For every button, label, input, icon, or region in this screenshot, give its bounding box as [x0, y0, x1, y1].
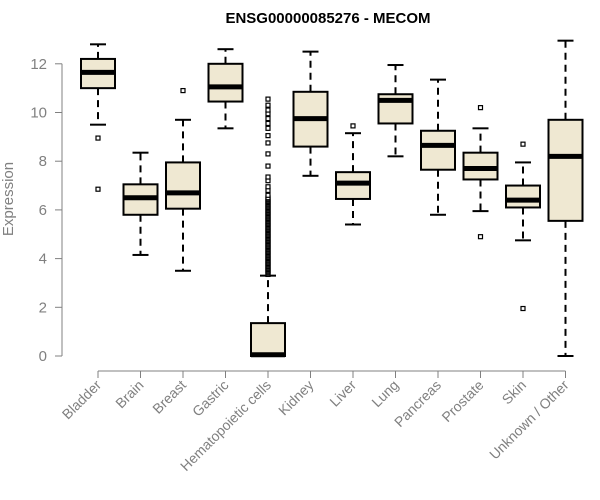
outlier-point: [265, 115, 271, 122]
iqr-box: [420, 129, 456, 171]
outlier-point: [520, 141, 526, 147]
box-gastric: [207, 48, 244, 130]
outlier-point: [265, 163, 271, 169]
box-brain: [122, 151, 159, 256]
x-tick-label: Pancreas: [391, 377, 444, 430]
x-tick-label: Skin: [499, 377, 530, 408]
y-tick-label: 4: [39, 251, 47, 268]
x-tick-label: Prostate: [438, 377, 486, 425]
x-tick-label: Lung: [368, 377, 401, 410]
box-breast: [165, 87, 201, 272]
outlier-point: [265, 120, 271, 127]
box-hematopoietic-cells: [250, 96, 286, 358]
boxes-layer: [80, 39, 584, 358]
outlier-point: [265, 140, 271, 146]
y-axis-title: Expression: [0, 162, 17, 236]
box-skin: [505, 141, 541, 312]
y-tick-label: 12: [30, 56, 47, 73]
y-tick-label: 2: [39, 299, 47, 316]
box-liver: [335, 123, 371, 226]
x-tick-label: Bladder: [59, 377, 105, 423]
box-unknown-other: [547, 39, 584, 357]
y-tick-label: 0: [39, 348, 47, 365]
outlier-point: [477, 105, 484, 111]
iqr-box: [165, 161, 201, 210]
outlier-point: [265, 133, 271, 139]
x-tick-label: Brain: [112, 377, 146, 411]
box-kidney: [292, 50, 329, 177]
outlier-point: [180, 87, 186, 94]
outlier-point: [520, 305, 526, 312]
box-pancreas: [420, 78, 456, 216]
chart-title: ENSG00000085276 - MECOM: [225, 10, 430, 27]
box-lung: [377, 64, 414, 158]
outlier-point: [265, 184, 271, 190]
iqr-box: [250, 322, 286, 358]
outlier-point: [265, 96, 271, 102]
outlier-point: [265, 192, 271, 198]
outlier-point: [265, 102, 271, 108]
x-tick-label: Kidney: [275, 377, 317, 419]
outlier-point: [350, 123, 356, 129]
outlier-point: [477, 234, 484, 240]
y-axis: 0 2 4 6 8 10 12: [30, 56, 63, 365]
y-tick-label: 6: [39, 202, 47, 219]
outlier-point: [95, 186, 101, 192]
box-bladder: [80, 43, 116, 192]
outlier-point: [265, 151, 271, 157]
outlier-point: [265, 174, 271, 180]
outlier-point: [95, 135, 101, 141]
x-tick-label: Breast: [149, 377, 189, 417]
outlier-point: [265, 107, 271, 113]
y-tick-label: 10: [30, 105, 47, 122]
x-tick-label: Unknown / Other: [486, 377, 572, 463]
iqr-box: [547, 118, 584, 222]
iqr-box: [207, 62, 244, 103]
outlier-point: [265, 125, 271, 131]
y-tick-label: 8: [39, 153, 47, 170]
box-prostate: [462, 105, 499, 240]
x-tick-label: Liver: [326, 377, 359, 410]
iqr-box: [505, 184, 541, 209]
